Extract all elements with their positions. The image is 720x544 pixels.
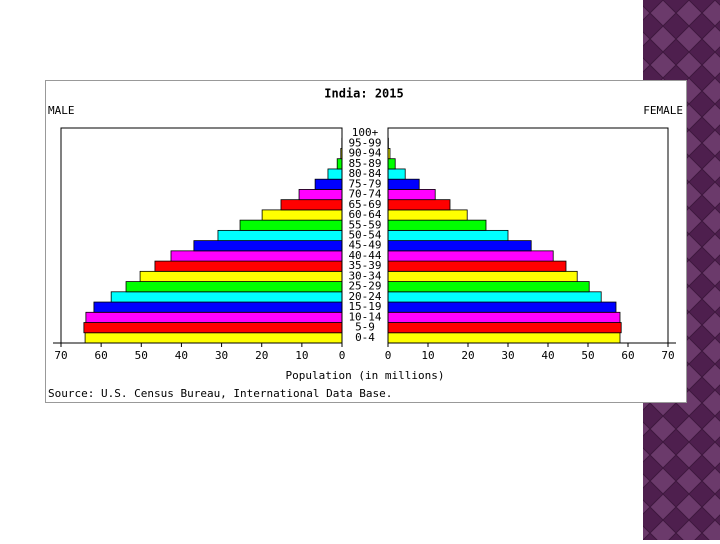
x-tick-label: 60	[95, 349, 108, 362]
x-tick-label: 10	[295, 349, 308, 362]
x-tick-label: 60	[621, 349, 634, 362]
bar-female	[388, 230, 508, 240]
chart-title: India: 2015	[324, 87, 403, 101]
x-tick-label: 0	[385, 349, 392, 362]
bar-male	[85, 333, 342, 343]
bar-male	[328, 169, 342, 179]
bar-female	[388, 271, 577, 281]
bar-female	[388, 220, 486, 230]
legend-male: MALE	[48, 104, 75, 117]
bar-female	[388, 189, 435, 199]
x-tick-label: 20	[255, 349, 268, 362]
bar-female	[388, 169, 405, 179]
bar-male	[194, 241, 342, 251]
x-tick-label: 40	[541, 349, 554, 362]
x-tick-label: 30	[501, 349, 514, 362]
bar-female	[388, 282, 589, 292]
bar-male	[281, 200, 342, 210]
bar-female	[388, 302, 616, 312]
bar-female	[388, 179, 419, 189]
bar-male	[155, 261, 342, 271]
bar-female	[388, 159, 395, 169]
bar-male	[171, 251, 342, 261]
bar-male	[315, 179, 342, 189]
bar-female	[388, 251, 553, 261]
x-tick-label: 20	[461, 349, 474, 362]
x-tick-label: 50	[581, 349, 594, 362]
bar-female	[388, 323, 621, 333]
x-tick-label: 40	[175, 349, 188, 362]
bar-female	[388, 312, 620, 322]
bar-male	[240, 220, 342, 230]
bar-female	[388, 333, 620, 343]
bar-male	[84, 323, 342, 333]
bar-female	[388, 210, 467, 220]
bar-female	[388, 241, 531, 251]
age-label: 100+	[352, 126, 379, 139]
source-note: Source: U.S. Census Bureau, Internationa…	[48, 387, 392, 400]
bar-female	[388, 200, 450, 210]
bar-male	[86, 312, 342, 322]
bar-male	[111, 292, 342, 302]
bar-female	[388, 292, 601, 302]
x-tick-label: 70	[661, 349, 674, 362]
x-tick-label: 0	[339, 349, 346, 362]
bar-male	[218, 230, 342, 240]
bar-male	[262, 210, 342, 220]
legend-female: FEMALE	[643, 104, 683, 117]
bar-female	[388, 261, 566, 271]
bar-male	[94, 302, 342, 312]
x-tick-label: 30	[215, 349, 228, 362]
bar-male	[299, 189, 342, 199]
bar-male	[337, 159, 342, 169]
bar-male	[126, 282, 342, 292]
bar-male	[140, 271, 342, 281]
x-axis-label: Population (in millions)	[286, 369, 445, 382]
x-tick-label: 70	[54, 349, 67, 362]
x-tick-label: 10	[421, 349, 434, 362]
x-tick-label: 50	[135, 349, 148, 362]
